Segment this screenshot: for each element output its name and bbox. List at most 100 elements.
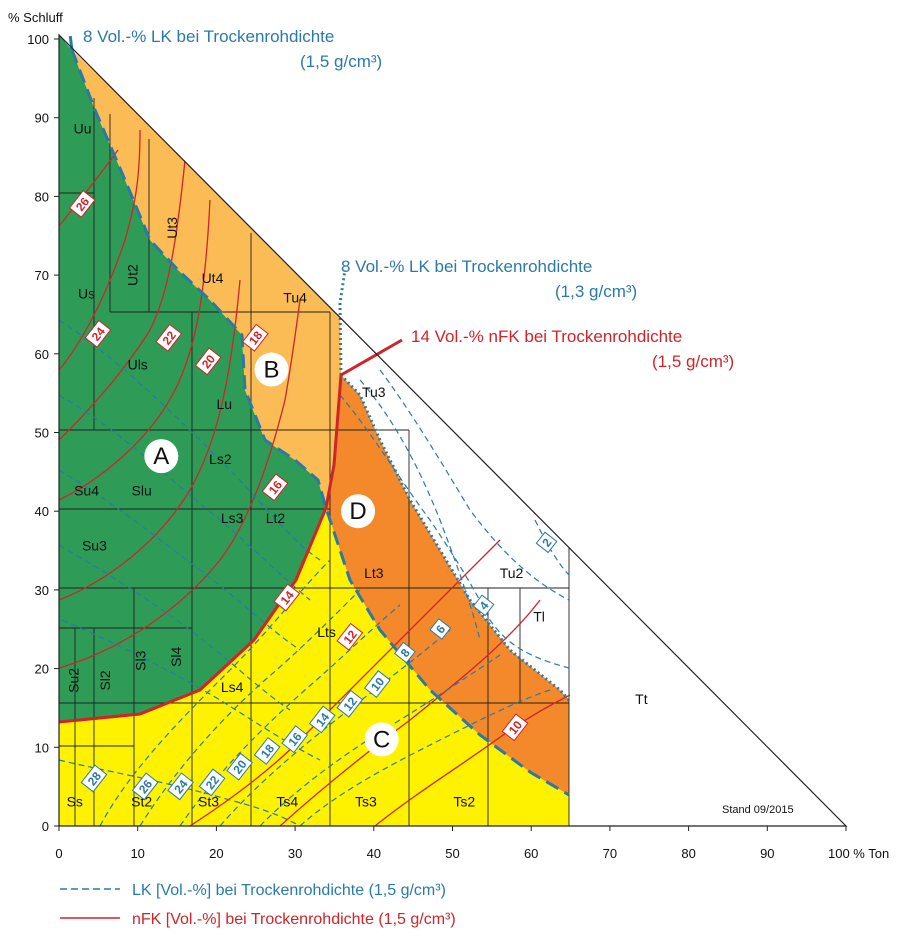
soil-class-labels: Uu Ut3 Us Ut2 Ut4 Tu4 Uls Lu Tu3 Ls2 Su4 Slu Ls3 Lt2 S… xyxy=(66,120,648,809)
soil-class-sl3: Sl3 xyxy=(133,650,149,670)
soil-class-tu3: Tu3 xyxy=(362,384,386,400)
annotation-nfk15: 14 Vol.-% nFK bei Trockenrohdichte (1,5 … xyxy=(411,327,734,371)
legend-lk-label: LK [Vol.-%] bei Trockenrohdichte (1,5 g/… xyxy=(132,882,446,899)
soil-class-lts: Lts xyxy=(317,624,336,640)
nfk15-leader xyxy=(340,338,403,377)
nfk-label-18: 18 xyxy=(241,323,269,352)
lk-label-22: 22 xyxy=(198,768,226,797)
svg-text:8 Vol.-% LK bei Trockenrohdich: 8 Vol.-% LK bei Trockenrohdichte xyxy=(83,27,334,46)
class-boundaries xyxy=(59,98,570,826)
lk15-boundary xyxy=(70,49,570,797)
soil-class-slu: Slu xyxy=(132,482,152,498)
soil-class-ts2: Ts2 xyxy=(453,793,475,809)
svg-text:B: B xyxy=(263,357,279,384)
svg-text:8 Vol.-% LK bei Trockenrohdich: 8 Vol.-% LK bei Trockenrohdichte xyxy=(341,257,592,276)
lk-label-2: 2 xyxy=(535,531,558,554)
nfk-label-22: 22 xyxy=(155,323,183,352)
nfk-label-14: 14 xyxy=(273,583,301,612)
lk-label-18: 18 xyxy=(253,736,281,765)
y-tick-label-40: 40 xyxy=(35,504,49,519)
svg-text:A: A xyxy=(153,443,169,470)
zone-label-c: C xyxy=(364,722,399,757)
x-axis-label: 100 % Ton xyxy=(828,846,889,861)
svg-text:C: C xyxy=(373,726,390,753)
soil-class-st3: St3 xyxy=(198,793,219,809)
soil-class-ls2: Ls2 xyxy=(209,451,232,467)
nfk-label-26: 26 xyxy=(68,189,96,218)
x-tick-label-90: 90 xyxy=(760,846,774,861)
lk-isolines xyxy=(59,319,570,826)
zone-a-area xyxy=(59,35,326,722)
soil-class-tu2: Tu2 xyxy=(500,565,524,581)
x-tick-label-60: 60 xyxy=(524,846,538,861)
lk-label-28: 28 xyxy=(80,764,108,793)
zone-labels: A B C D xyxy=(144,352,399,757)
y-tick-label-10: 10 xyxy=(35,740,49,755)
nfk-label-16: 16 xyxy=(261,473,289,502)
x-axis: 0 10 20 30 40 50 60 70 80 90 xyxy=(55,826,847,861)
soil-class-su4: Su4 xyxy=(74,482,99,498)
soil-class-ls3: Ls3 xyxy=(221,510,244,526)
y-tick-label-0: 0 xyxy=(42,819,49,834)
x-tick-label-80: 80 xyxy=(681,846,695,861)
zone-label-b: B xyxy=(254,352,289,387)
soil-class-su2: Su2 xyxy=(66,668,82,693)
lk-label-12: 12 xyxy=(336,689,364,718)
soil-class-ut4: Ut4 xyxy=(202,270,224,286)
nfk-isolines xyxy=(59,129,571,826)
nfk15-boundary xyxy=(59,374,343,724)
y-tick-label-90: 90 xyxy=(35,111,49,126)
lk-label-6: 6 xyxy=(429,618,452,640)
soil-class-ut2: Ut2 xyxy=(125,264,141,286)
y-tick-label-50: 50 xyxy=(35,426,49,441)
zone-boundary-lines xyxy=(59,49,571,797)
soil-class-lu: Lu xyxy=(216,396,232,412)
soil-class-lt2: Lt2 xyxy=(266,510,286,526)
soil-class-lt3: Lt3 xyxy=(364,565,384,581)
soil-class-uu: Uu xyxy=(74,120,92,136)
x-tick-label-40: 40 xyxy=(367,846,381,861)
nfk-label-20: 20 xyxy=(194,347,222,376)
x-tick-label-0: 0 xyxy=(55,846,62,861)
lk-label-10: 10 xyxy=(363,670,391,699)
zone-d-area xyxy=(326,375,569,795)
x-tick-label-30: 30 xyxy=(288,846,302,861)
lk-label-20: 20 xyxy=(226,752,254,781)
x-tick-label-50: 50 xyxy=(445,846,459,861)
zone-c-area xyxy=(59,508,569,826)
soil-class-tt: Tt xyxy=(635,691,648,707)
y-tick-label-30: 30 xyxy=(35,583,49,598)
soil-class-st2: St2 xyxy=(131,793,152,809)
svg-text:(1,5 g/cm³): (1,5 g/cm³) xyxy=(652,352,734,371)
nfk-label-10: 10 xyxy=(501,713,529,742)
soil-class-ut3: Ut3 xyxy=(164,217,180,239)
nfk-label-12: 12 xyxy=(336,622,364,651)
y-axis: 0 10 20 30 40 50 60 70 80 90 100 xyxy=(27,32,59,834)
y-tick-label-60: 60 xyxy=(35,347,49,362)
x-tick-label-20: 20 xyxy=(209,846,223,861)
lk-label-26: 26 xyxy=(131,772,159,801)
nfk-label-24: 24 xyxy=(84,319,112,348)
zones xyxy=(59,35,569,826)
svg-text:14 Vol.-% nFK bei Trockenrohdi: 14 Vol.-% nFK bei Trockenrohdichte xyxy=(411,327,682,346)
lk-label-8: 8 xyxy=(393,641,416,664)
soil-class-ss: Ss xyxy=(67,793,83,809)
legend-nfk-label: nFK [Vol.-%] bei Trockenrohdichte (1,5 g… xyxy=(132,911,456,928)
soil-class-ts3: Ts3 xyxy=(355,793,377,809)
annotation-lk13: 8 Vol.-% LK bei Trockenrohdichte (1,3 g/… xyxy=(341,257,637,301)
y-tick-label-80: 80 xyxy=(35,189,49,204)
soil-class-ts4: Ts4 xyxy=(276,793,298,809)
lk-label-16: 16 xyxy=(281,725,309,754)
x-tick-label-10: 10 xyxy=(130,846,144,861)
svg-text:D: D xyxy=(349,498,366,525)
lk-label-14: 14 xyxy=(308,705,336,734)
soil-class-uls: Uls xyxy=(128,357,148,373)
soil-class-us: Us xyxy=(78,286,95,302)
y-axis-label: % Schluff xyxy=(8,10,63,25)
lk-label-24: 24 xyxy=(167,772,194,801)
soil-class-sl2: Sl2 xyxy=(97,670,113,690)
legend: LK [Vol.-%] bei Trockenrohdichte (1,5 g/… xyxy=(60,882,456,928)
